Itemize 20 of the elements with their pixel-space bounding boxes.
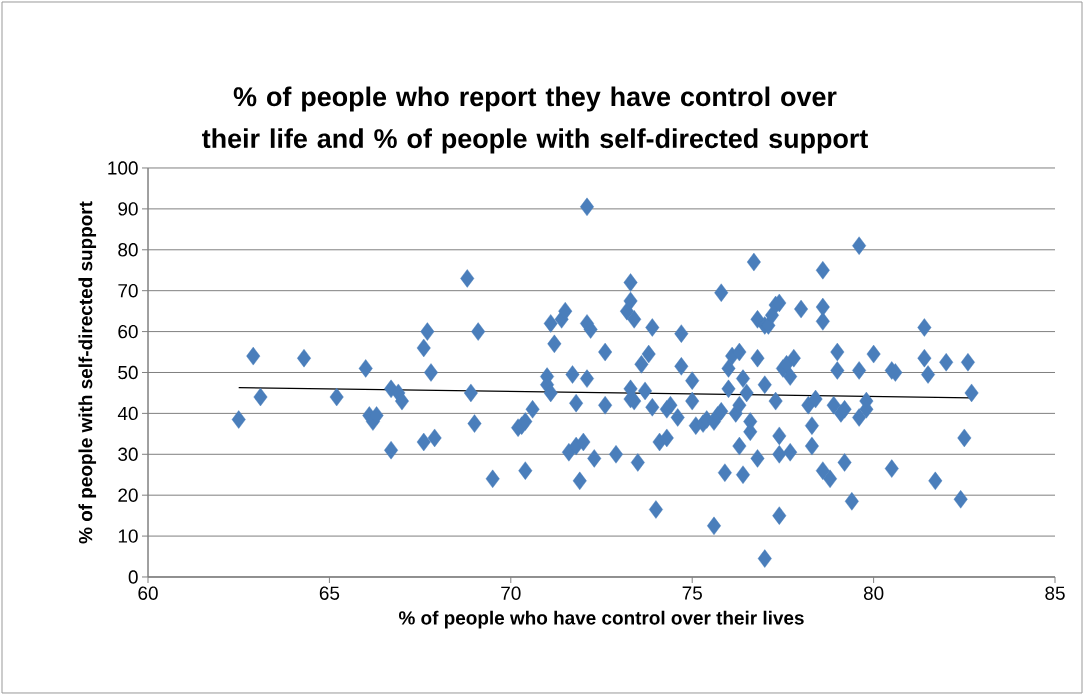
y-tick-label: 80 (118, 243, 138, 257)
x-tick-label: 65 (319, 586, 340, 600)
x-tick-label: 70 (501, 586, 521, 600)
y-tick-label: 70 (118, 283, 138, 298)
x-tick-label: 60 (138, 586, 158, 600)
y-tick-label: 0 (128, 570, 138, 584)
y-tick-label: 90 (118, 202, 138, 216)
y-tick-label: 30 (118, 447, 138, 461)
x-tick-label: 75 (682, 586, 702, 600)
y-tick-label: 40 (117, 406, 138, 421)
x-axis-title: % of people who have control over their lives (398, 610, 804, 629)
y-tick-label: 100 (108, 161, 138, 175)
x-tick-label: 80 (863, 586, 884, 600)
x-tick-label: 85 (1045, 586, 1065, 600)
y-axis-title: % of people with self-directed support (78, 201, 97, 544)
y-tick-label: 20 (118, 488, 138, 502)
y-tick-label: 10 (118, 529, 138, 543)
y-tick-label: 50 (118, 365, 138, 380)
y-tick-label: 60 (118, 324, 138, 339)
chart-title: % of people who report they have control over their life and % of people with self-directed support (202, 86, 868, 154)
